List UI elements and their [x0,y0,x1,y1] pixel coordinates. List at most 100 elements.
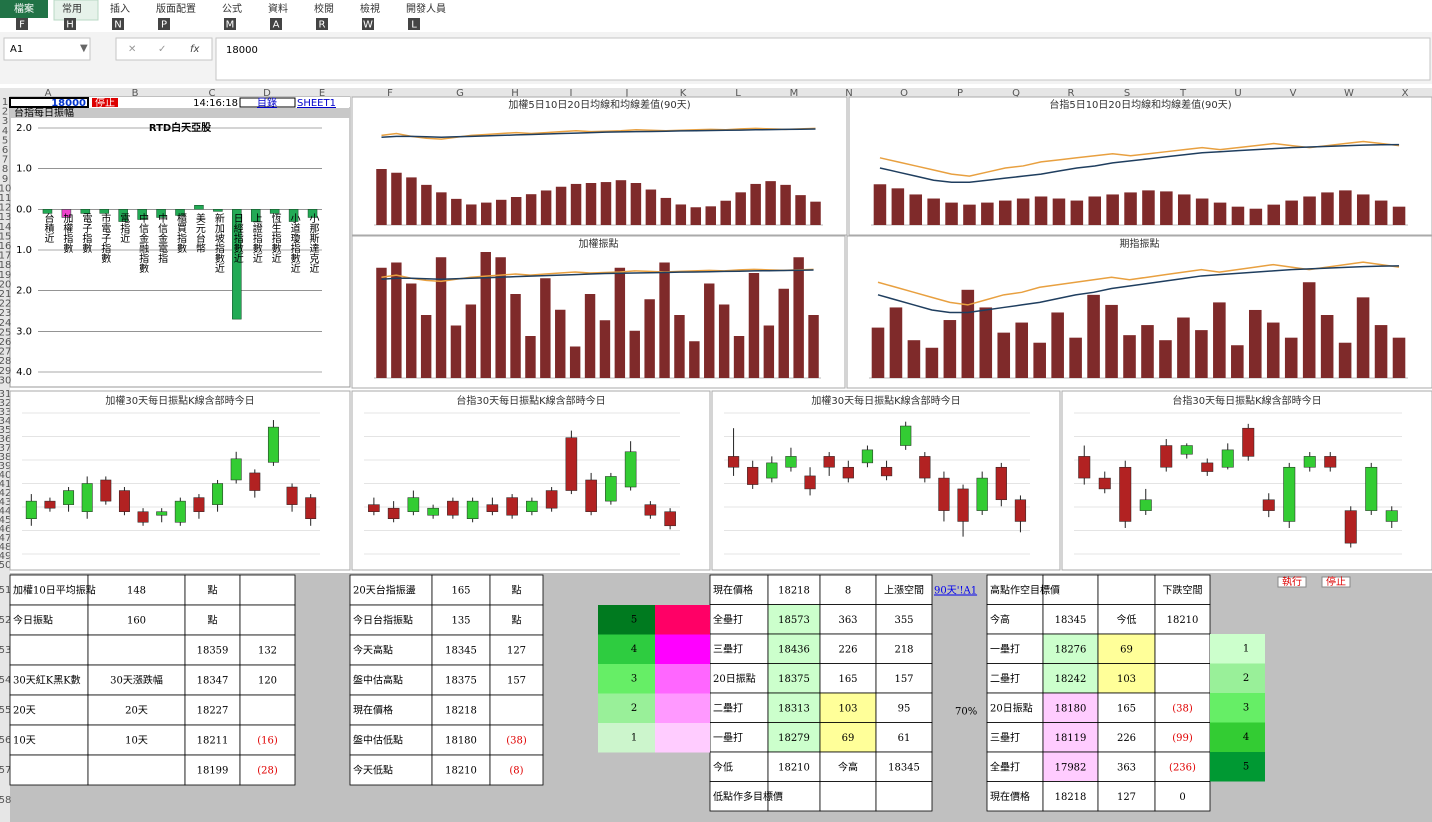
cell[interactable] [767,692,821,723]
cell[interactable] [767,633,821,664]
cell[interactable] [819,604,877,635]
cell[interactable] [1154,604,1211,635]
cell[interactable] [986,751,1044,782]
cell[interactable] [767,663,821,694]
fx[interactable]: fx [190,44,200,55]
sheet-link[interactable]: SHEET1 [297,98,336,109]
cell[interactable] [1042,604,1099,635]
cell[interactable] [1154,663,1211,694]
cell[interactable] [986,574,1044,605]
cell[interactable] [1097,633,1156,664]
cell[interactable] [986,633,1044,664]
cell[interactable] [1097,722,1156,753]
cell[interactable] [9,664,89,696]
cell[interactable] [9,724,89,756]
cell[interactable] [1042,633,1099,664]
cell[interactable] [875,663,933,694]
cell[interactable] [1042,722,1099,753]
cell[interactable] [349,574,433,606]
cell[interactable] [767,722,821,753]
cell[interactable] [986,781,1044,812]
cell[interactable] [431,694,491,726]
a1-cell[interactable] [9,97,89,108]
cell[interactable] [1154,722,1211,753]
ribbon-tab[interactable]: 公式 [222,2,242,15]
ribbon-tab[interactable]: 檔案 [14,2,34,15]
cell[interactable] [709,633,769,664]
button[interactable] [1321,576,1351,588]
cell[interactable] [87,754,186,786]
cell[interactable] [431,634,491,666]
cell[interactable] [489,724,544,756]
cell[interactable] [349,634,433,666]
sheet-link[interactable]: 90天'!A1 [934,586,977,597]
cell[interactable] [709,781,769,812]
cell[interactable] [489,664,544,696]
cell[interactable] [1097,692,1156,723]
dropdown[interactable]: ▼ [80,43,88,54]
cell[interactable] [431,664,491,696]
cell[interactable] [9,634,89,666]
ribbon-tab[interactable]: 插入 [110,2,130,15]
ribbon-tab[interactable]: 開發人員 [406,2,446,15]
cell[interactable] [709,751,769,782]
cell[interactable] [767,751,821,782]
cell[interactable] [1042,663,1099,694]
cell[interactable] [184,754,241,786]
cell[interactable] [819,633,877,664]
cell[interactable] [9,754,89,786]
cell[interactable] [819,692,877,723]
cell[interactable] [1154,574,1211,605]
cell[interactable] [87,694,186,726]
cell[interactable] [431,754,491,786]
cell[interactable] [489,694,544,726]
cell[interactable] [1097,663,1156,694]
file-tab[interactable] [0,0,48,18]
cell[interactable] [239,574,296,606]
cell[interactable] [1097,574,1156,605]
cell[interactable] [1154,692,1211,723]
cell[interactable] [9,604,89,636]
cell[interactable] [709,722,769,753]
ribbon-tab[interactable]: 版面配置 [156,2,196,15]
cell[interactable] [1097,781,1156,812]
ribbon-tab[interactable]: 常用 [62,2,82,15]
cell[interactable] [819,781,877,812]
cell[interactable] [349,664,433,696]
cell[interactable] [87,574,186,606]
button[interactable] [1277,576,1307,588]
cell[interactable] [875,633,933,664]
cell[interactable] [1042,781,1099,812]
cell[interactable] [875,781,933,812]
cell[interactable] [9,574,89,606]
cell[interactable] [1097,751,1156,782]
cell[interactable] [239,754,296,786]
cell[interactable] [489,754,544,786]
cell[interactable] [1154,781,1211,812]
cell[interactable] [1154,751,1211,782]
ribbon-tab[interactable]: 校閱 [314,2,334,15]
cell[interactable] [875,574,933,605]
cell[interactable] [239,604,296,636]
cell[interactable] [986,604,1044,635]
cell[interactable] [875,722,933,753]
cell[interactable] [349,604,433,636]
cell[interactable] [1042,751,1099,782]
cell[interactable] [819,751,877,782]
cell[interactable] [239,664,296,696]
cell[interactable] [87,634,186,666]
cell[interactable] [1042,692,1099,723]
cancel[interactable]: ✕ [128,44,136,55]
enter[interactable]: ✓ [158,44,166,55]
link[interactable]: 目錄 [257,96,277,109]
cell[interactable] [184,724,241,756]
cell[interactable] [819,574,877,605]
cell[interactable] [184,574,241,606]
name-box[interactable] [3,37,91,61]
cell[interactable] [239,694,296,726]
stop-button[interactable] [92,98,118,107]
cell[interactable] [875,692,933,723]
formula-input[interactable] [215,37,1431,81]
cell[interactable] [767,781,821,812]
cell[interactable] [239,634,296,666]
